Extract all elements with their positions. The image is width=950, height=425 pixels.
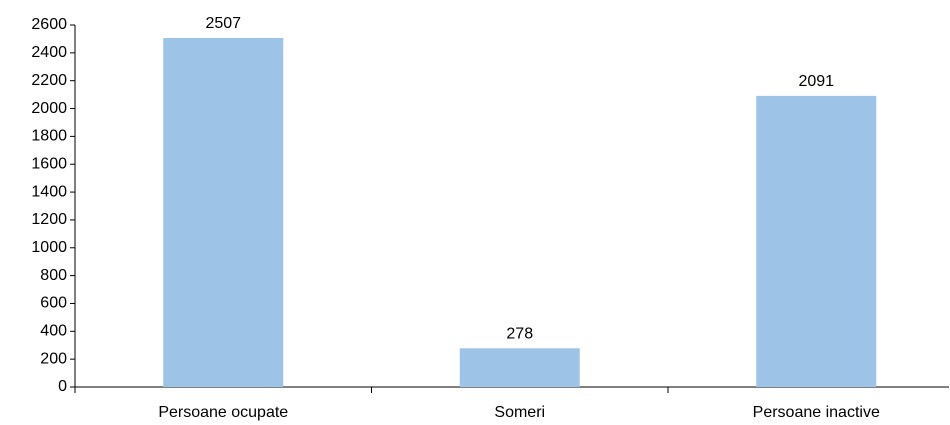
y-tick-label: 2200 [31, 72, 67, 89]
y-tick-label: 800 [40, 267, 67, 284]
bar [756, 95, 877, 387]
y-tick-label: 1800 [31, 128, 67, 145]
y-tick-label: 200 [40, 350, 67, 367]
y-tick-label: 1200 [31, 211, 67, 228]
value-label: 278 [506, 326, 533, 343]
x-tick-label: Persoane ocupate [158, 404, 288, 421]
x-tick-label: Persoane inactive [753, 404, 880, 421]
bar [459, 348, 580, 387]
y-tick-label: 600 [40, 295, 67, 312]
y-tick-label: 1600 [31, 155, 67, 172]
y-tick-label: 400 [40, 323, 67, 340]
bar [163, 37, 284, 388]
y-tick-label: 2600 [31, 16, 67, 33]
x-tick-label: Someri [494, 404, 545, 421]
y-tick-label: 0 [58, 378, 67, 395]
y-tick-label: 1000 [31, 239, 67, 256]
value-label: 2091 [798, 73, 834, 90]
value-label: 2507 [205, 15, 241, 32]
y-tick-label: 2000 [31, 100, 67, 117]
y-tick-label: 1400 [31, 183, 67, 200]
y-tick-label: 2400 [31, 44, 67, 61]
